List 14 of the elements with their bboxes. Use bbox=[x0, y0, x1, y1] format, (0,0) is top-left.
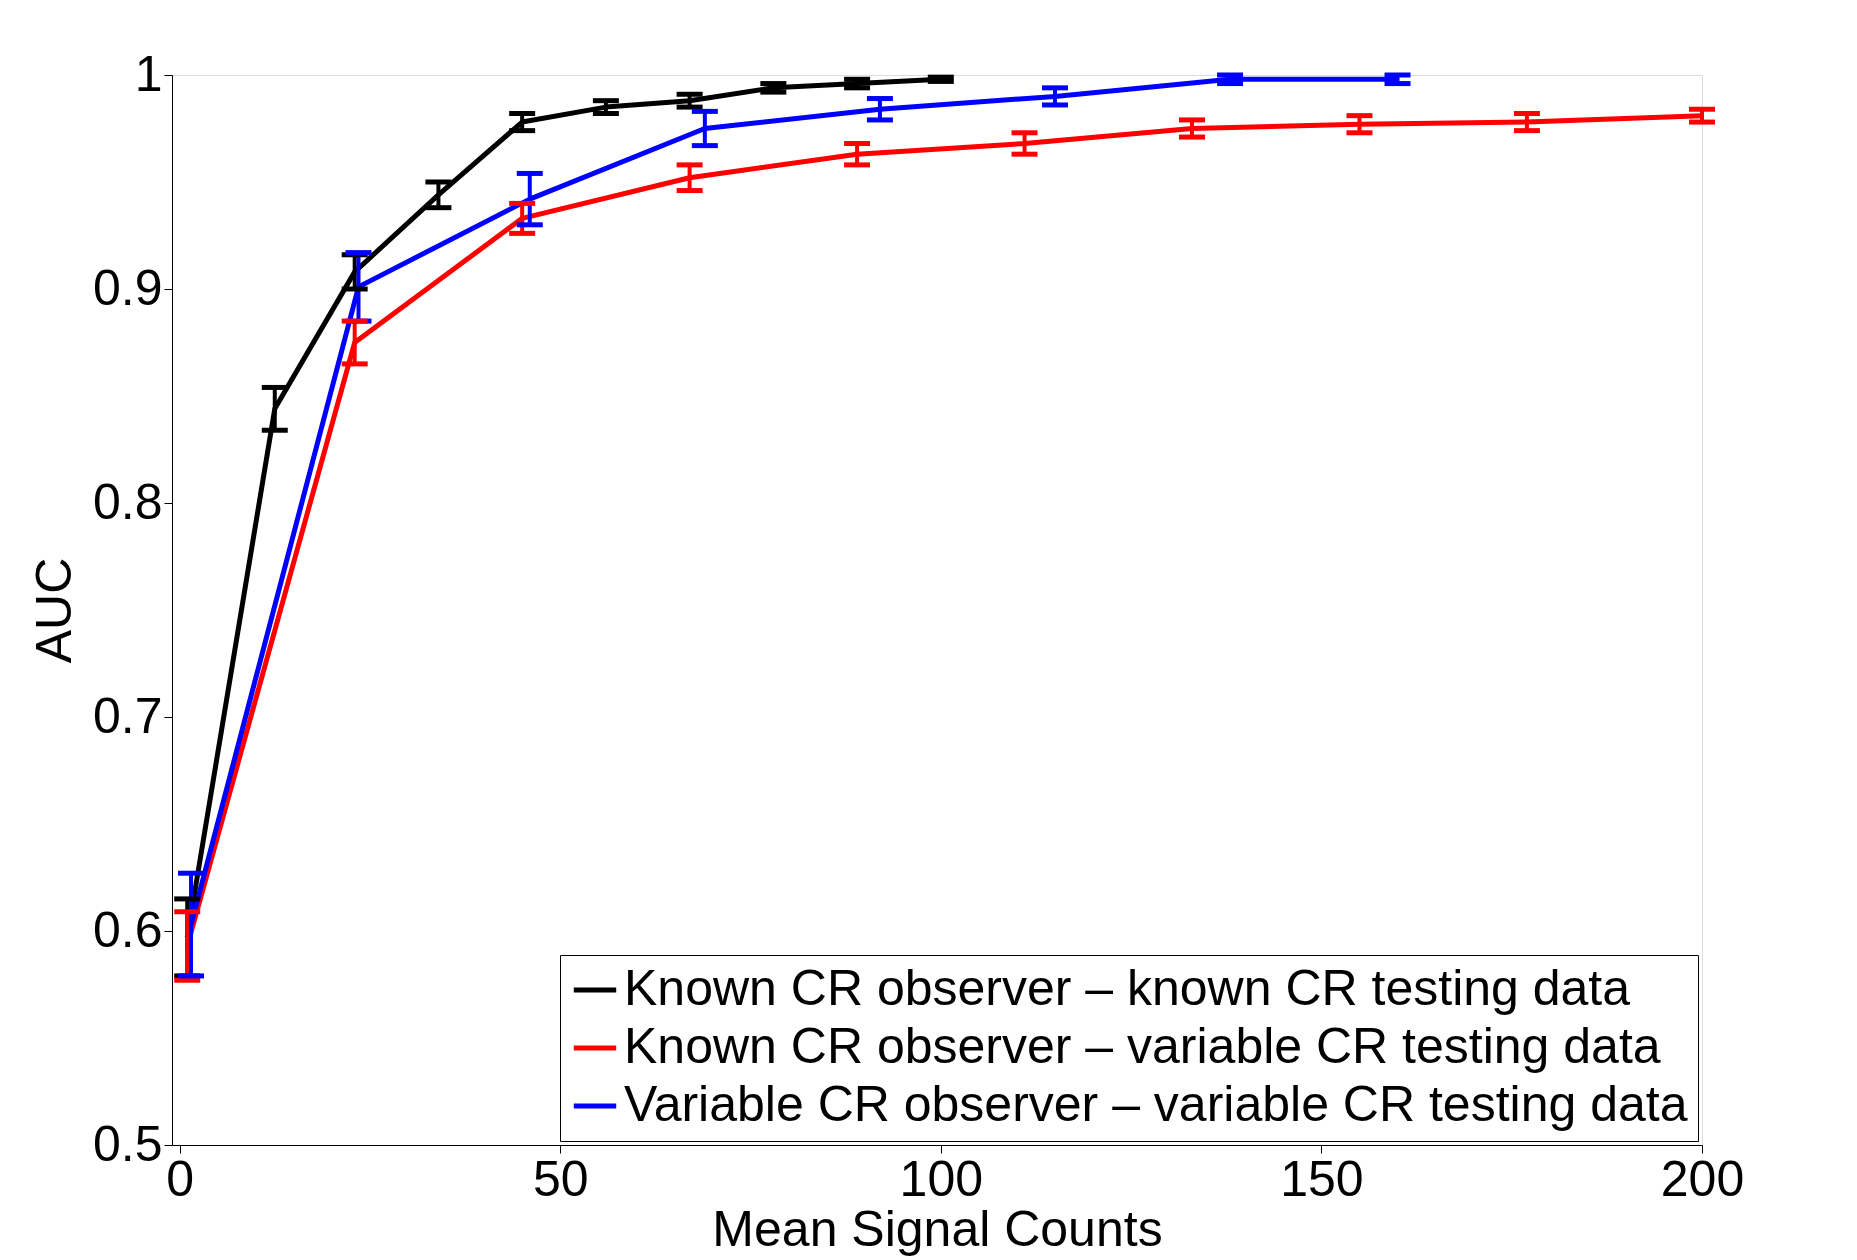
x-tick-label: 150 bbox=[1280, 1150, 1364, 1207]
y-tick-label: 0.8 bbox=[92, 473, 163, 530]
x-tick-label: 50 bbox=[532, 1150, 589, 1207]
x-tick-label: 0 bbox=[166, 1150, 195, 1207]
y-tick-label: 0.9 bbox=[92, 259, 163, 316]
legend-label: Known CR observer – variable CR testing data bbox=[624, 1018, 1661, 1074]
legend-label: Variable CR observer – variable CR testing data bbox=[624, 1076, 1688, 1132]
y-tick-label: 0.7 bbox=[92, 687, 163, 744]
legend-label: Known CR observer – known CR testing data bbox=[624, 960, 1631, 1016]
y-tick-label: 0.5 bbox=[92, 1115, 163, 1172]
y-tick-label: 0.6 bbox=[92, 901, 163, 958]
x-tick-label: 200 bbox=[1660, 1150, 1745, 1207]
y-tick-label: 1 bbox=[134, 45, 163, 102]
y-axis-title: AUC bbox=[25, 557, 82, 664]
